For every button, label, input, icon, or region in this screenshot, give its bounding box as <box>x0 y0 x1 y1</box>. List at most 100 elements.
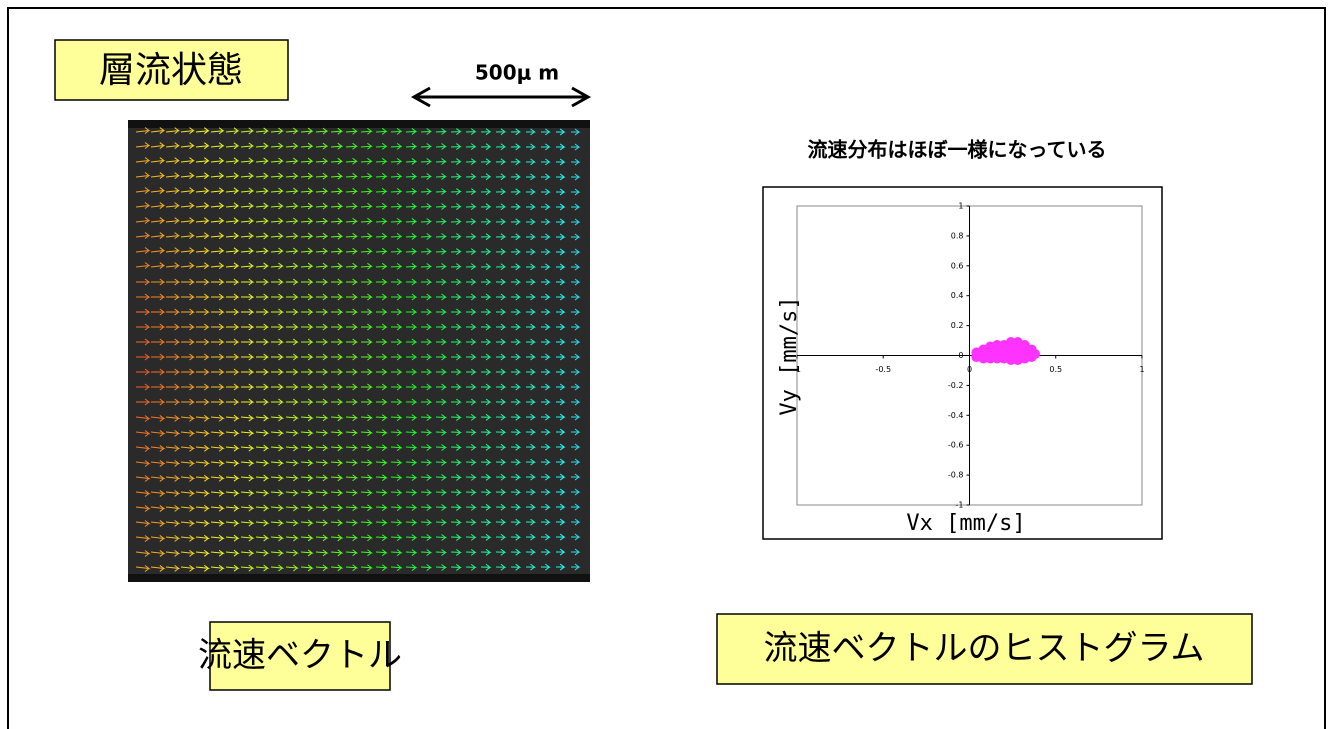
vector-arrow-head <box>426 281 432 286</box>
vector-arrow-head <box>278 250 283 255</box>
vector-arrow-head <box>174 145 179 150</box>
vector-arrow-head <box>515 446 520 451</box>
vector-arrow-head <box>411 206 417 210</box>
vector-arrow-head <box>367 235 372 240</box>
vector-arrow-head <box>248 522 254 527</box>
vector-arrow-head <box>189 175 194 180</box>
vector-arrow-head <box>278 296 283 301</box>
vector-arrow-head <box>352 160 357 165</box>
vector-arrow-head <box>470 221 476 226</box>
vector-arrow-head <box>159 386 165 391</box>
vector-arrow-head <box>218 356 224 361</box>
vector-arrow-head <box>159 281 165 286</box>
vector-arrow-head <box>411 251 417 255</box>
vector-arrow-head <box>574 476 580 481</box>
vector-arrow-head <box>411 537 417 541</box>
vector-arrow-head <box>411 567 417 571</box>
vector-arrow-head <box>515 311 520 316</box>
vector-arrow-head <box>411 221 417 225</box>
vector-arrow-head <box>470 206 476 211</box>
vector-arrow-head <box>456 176 461 180</box>
vector-arrow-head <box>144 235 150 239</box>
vector-arrow-head <box>352 552 357 557</box>
vector-arrow-head <box>515 416 520 421</box>
vector-arrow-head <box>411 326 417 331</box>
vector-arrow-head <box>204 462 209 467</box>
vector-arrow-head <box>485 371 491 376</box>
vector-arrow-head <box>456 537 461 541</box>
vector-arrow-head <box>381 296 387 301</box>
vector-arrow-head <box>322 190 328 195</box>
vector-arrow-head <box>159 433 165 437</box>
vector-arrow-head <box>456 552 461 556</box>
vector-arrow-head <box>278 537 283 542</box>
vector-arrow-head <box>233 160 239 165</box>
vector-arrow-head <box>204 371 209 376</box>
vector-arrow-head <box>189 341 194 346</box>
vector-arrow-head <box>500 491 506 496</box>
vector-arrow-head <box>545 416 550 421</box>
vector-arrow-head <box>322 522 328 527</box>
vector-arrow-head <box>500 296 506 301</box>
vector-arrow-head <box>292 417 298 422</box>
vector-arrow-head <box>574 176 580 181</box>
vector-arrow-head <box>381 160 387 165</box>
vector-arrow-head <box>263 190 268 195</box>
vector-arrow-head <box>159 538 165 542</box>
vector-arrow-head <box>426 447 432 451</box>
vector-arrow-head <box>278 265 283 270</box>
vector-arrow-head <box>322 205 328 210</box>
vector-arrow-head <box>470 176 476 181</box>
vector-arrow-head <box>574 146 580 151</box>
vector-arrow-head <box>174 567 179 572</box>
y-axis-label: Vy [mm/s] <box>777 296 802 415</box>
vector-arrow-head <box>545 266 550 271</box>
vector-arrow-head <box>248 326 254 331</box>
vector-arrow-head <box>174 462 179 467</box>
vector-arrow-head <box>292 401 298 406</box>
vector-arrow-head <box>189 265 194 270</box>
x-tick-label: 0 <box>967 365 972 374</box>
vector-arrow-head <box>559 521 565 526</box>
vector-arrow-head <box>292 341 298 346</box>
vector-arrow-head <box>530 371 535 376</box>
vector-arrow-head <box>381 356 387 361</box>
vector-arrow-head <box>159 448 165 452</box>
vector-arrow-head <box>307 567 313 572</box>
vector-arrow-head <box>307 477 313 482</box>
vector-arrow-head <box>337 447 343 452</box>
vector-arrow-head <box>485 446 491 451</box>
vector-arrow-head <box>530 176 535 181</box>
vector-arrow-head <box>307 220 313 225</box>
vector-arrow-head <box>500 176 506 181</box>
vector-arrow-head <box>248 447 254 452</box>
vector-arrow-head <box>456 341 461 346</box>
vector-arrow-head <box>352 432 357 437</box>
vector-arrow-head <box>411 462 417 466</box>
vector-arrow-head <box>322 265 328 270</box>
vector-arrow-head <box>307 311 313 316</box>
vector-arrow-head <box>218 311 224 316</box>
vector-arrow-head <box>426 341 432 346</box>
vector-field <box>135 127 581 572</box>
vector-arrow-head <box>218 145 224 150</box>
vector-arrow-head <box>574 491 580 496</box>
vector-arrow-head <box>559 341 565 346</box>
vector-arrow-head <box>337 311 343 316</box>
vector-arrow-head <box>233 462 239 467</box>
vector-arrow-head <box>159 160 165 164</box>
vector-arrow-head <box>263 265 268 270</box>
vector-arrow-head <box>515 566 520 571</box>
vector-arrow-head <box>292 220 298 225</box>
vector-arrow-head <box>352 371 357 376</box>
vector-arrow-head <box>559 131 565 136</box>
vector-arrow-head <box>307 386 313 391</box>
vector-arrow-head <box>500 161 506 166</box>
vector-arrow-head <box>248 401 254 406</box>
vector-arrow-head <box>426 477 432 481</box>
vector-arrow-head <box>367 371 372 376</box>
vector-arrow-head <box>530 431 535 436</box>
vector-arrow-head <box>218 371 224 376</box>
vector-arrow-head <box>545 341 550 346</box>
vector-arrow-head <box>352 130 357 135</box>
